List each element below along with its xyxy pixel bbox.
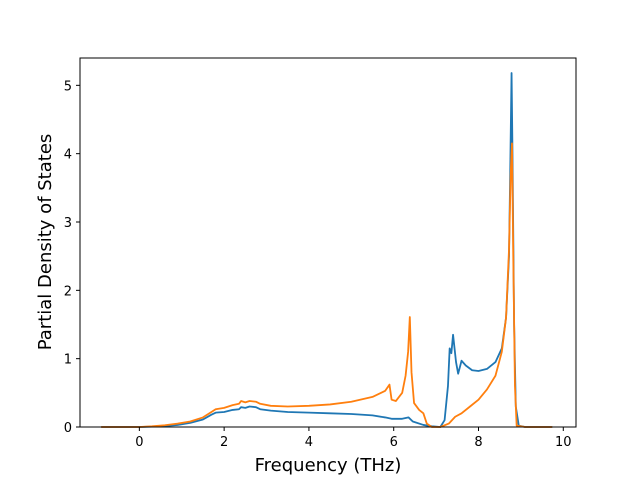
y-tick-label: 4 xyxy=(64,148,72,163)
x-tick-label: 0 xyxy=(135,435,143,450)
y-tick-label: 0 xyxy=(64,421,72,436)
x-tick-label: 6 xyxy=(390,435,398,450)
series-line-2 xyxy=(101,142,553,428)
x-tick-label: 4 xyxy=(305,435,313,450)
y-tick-label: 2 xyxy=(64,284,72,299)
y-tick-label: 3 xyxy=(64,216,72,231)
x-axis-label: Frequency (THz) xyxy=(255,455,402,476)
y-tick-label: 5 xyxy=(64,79,72,94)
y-tick-label: 1 xyxy=(64,353,72,368)
x-axis: 0 2 4 6 8 10 xyxy=(135,427,572,450)
x-tick-label: 2 xyxy=(220,435,228,450)
y-axis-label: Partial Density of States xyxy=(35,134,56,351)
y-axis: 0 1 2 3 4 5 xyxy=(64,79,80,436)
plot-area-frame xyxy=(79,57,577,428)
x-tick-label: 10 xyxy=(555,435,572,450)
series-layer xyxy=(101,72,553,428)
x-tick-label: 8 xyxy=(474,435,482,450)
